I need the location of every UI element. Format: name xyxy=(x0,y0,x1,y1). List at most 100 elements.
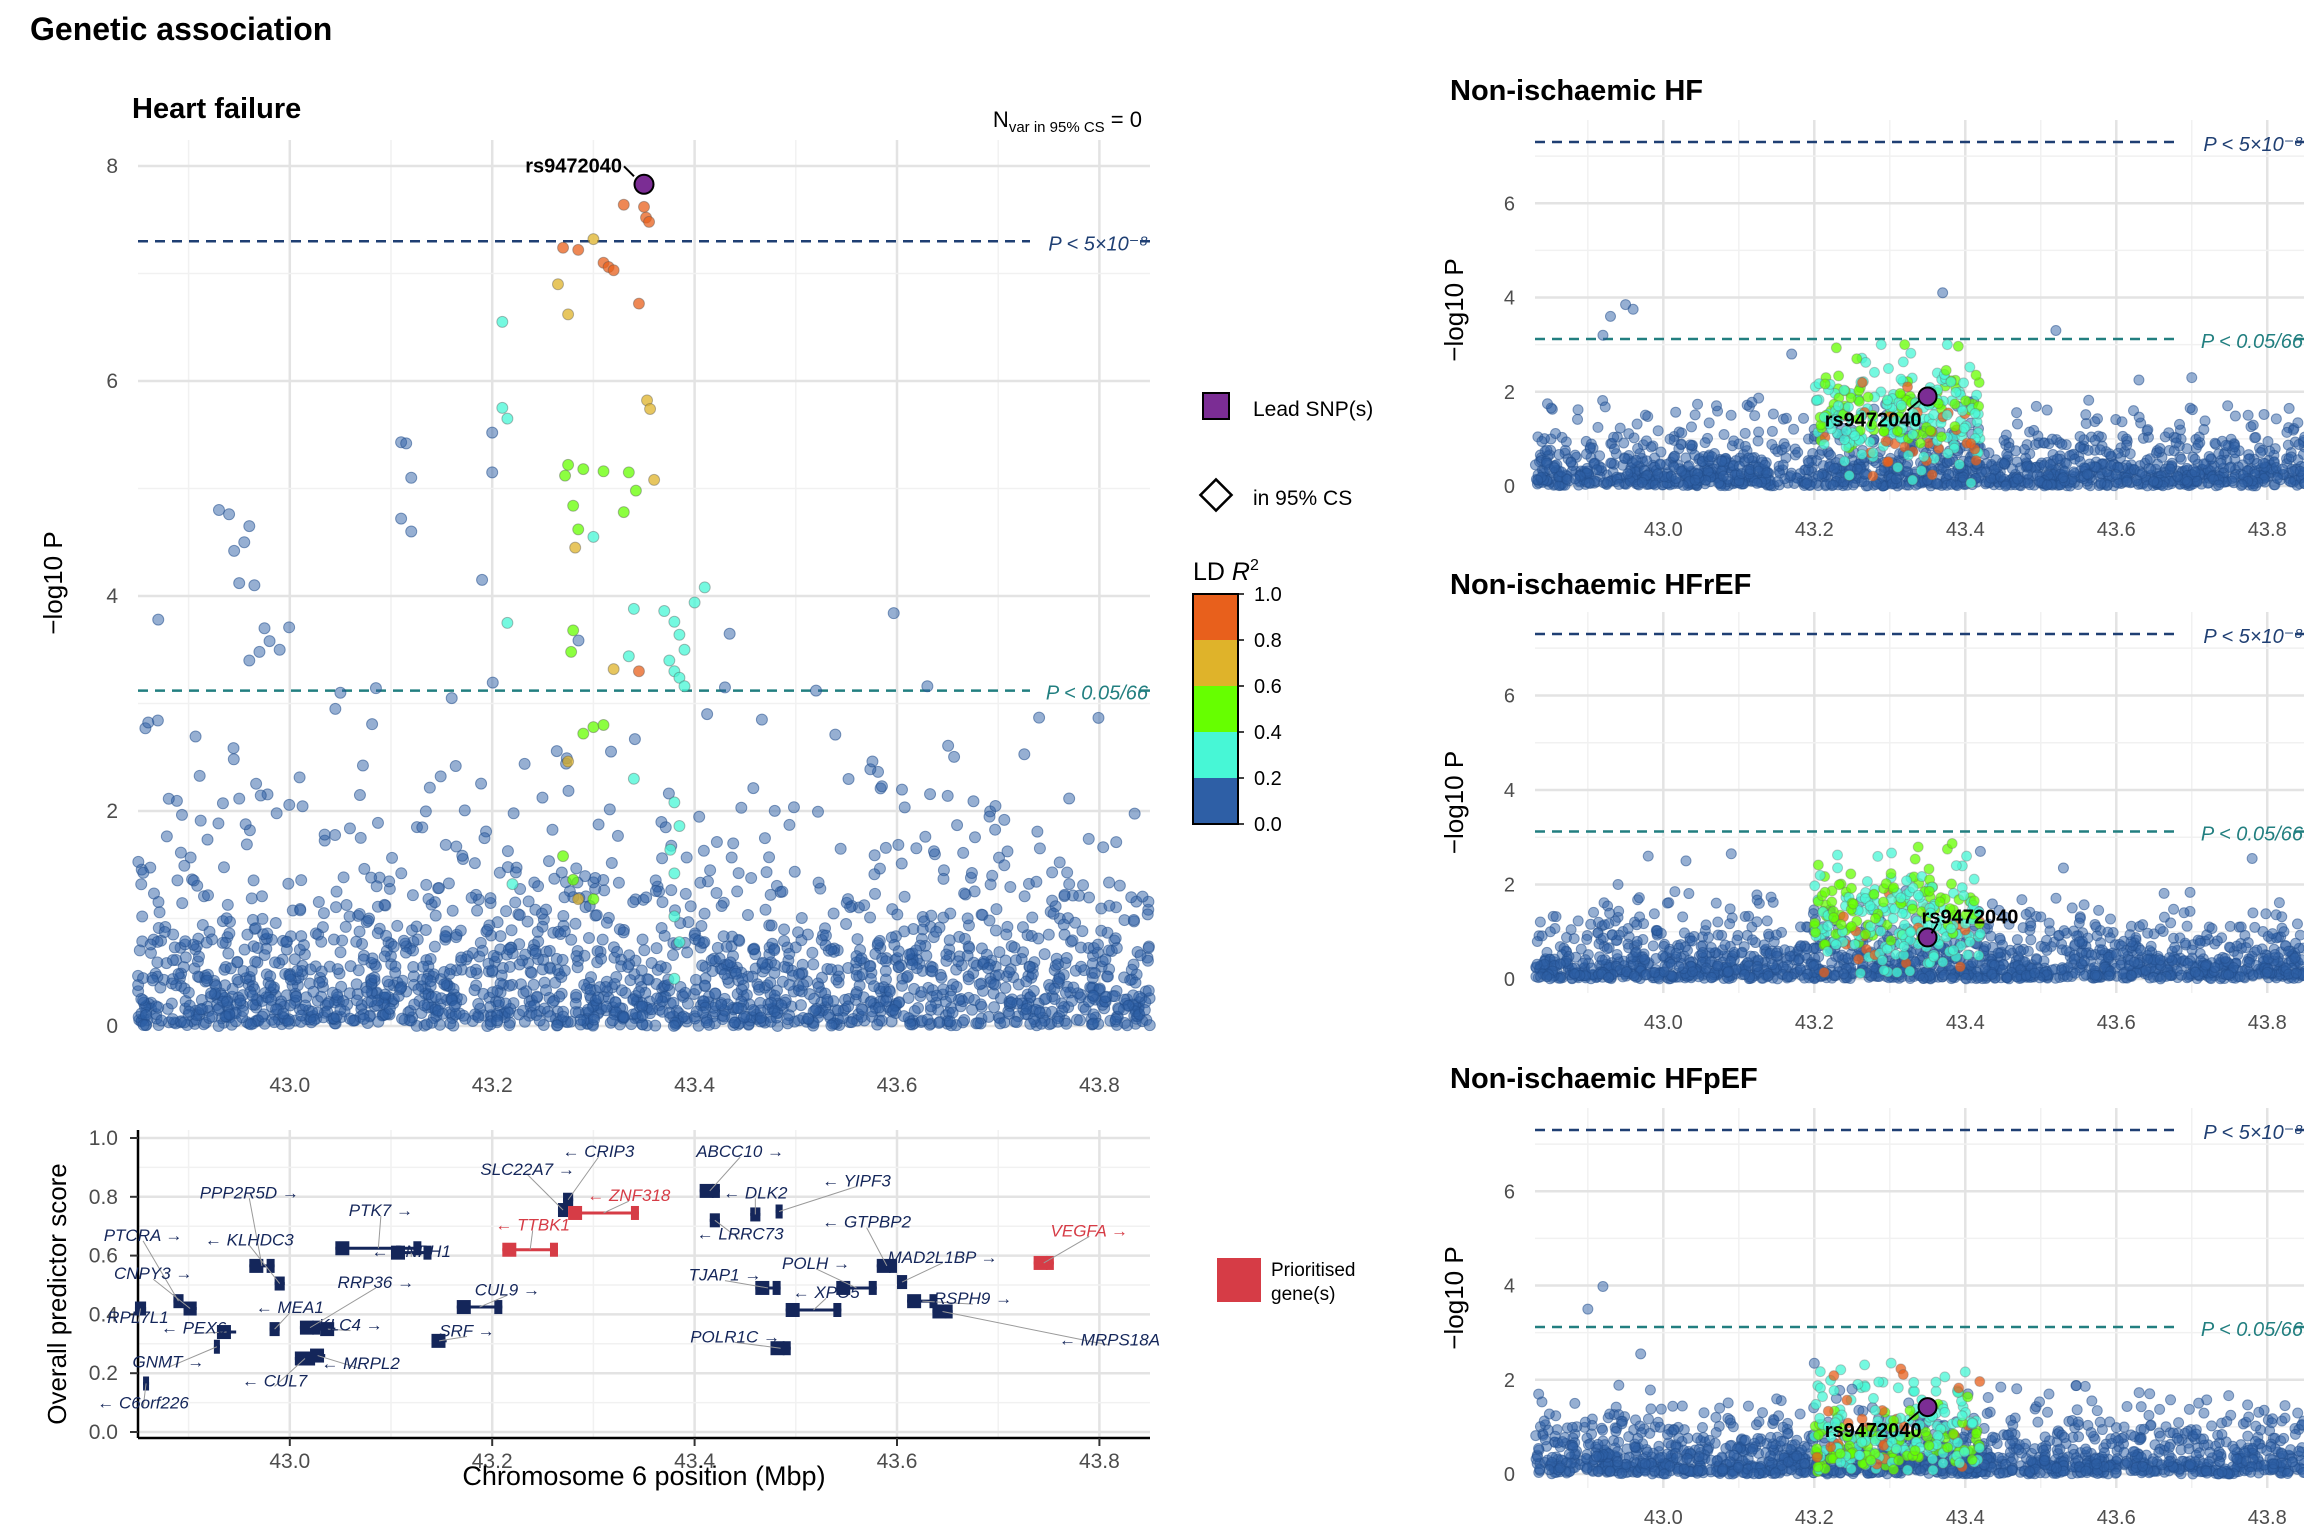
snp-point xyxy=(595,952,608,965)
snp-point xyxy=(536,963,549,976)
snp-point xyxy=(710,836,723,849)
snp-point xyxy=(517,1004,530,1017)
snp-point xyxy=(2285,476,2297,488)
snp-point xyxy=(1581,933,1593,945)
snp-point xyxy=(383,1002,396,1015)
snp-point xyxy=(312,928,325,941)
snp-point xyxy=(2247,419,2259,431)
snp-point-ld xyxy=(1935,431,1947,443)
snp-point xyxy=(2292,417,2304,429)
snp-point xyxy=(183,1005,196,1018)
snp-point xyxy=(1127,914,1140,927)
snp-point xyxy=(1109,932,1122,945)
snp-point xyxy=(1652,468,1664,480)
snp-point xyxy=(168,941,181,954)
snp-point xyxy=(254,789,267,802)
snp-point xyxy=(1602,476,1614,488)
snp-point xyxy=(765,919,778,932)
snp-point xyxy=(961,912,974,925)
snp-point xyxy=(505,924,518,937)
snp-point-ld xyxy=(569,541,582,554)
snp-point xyxy=(1031,825,1044,838)
snp-point xyxy=(471,904,484,917)
threshold-label: P < 0.05/66 xyxy=(2201,331,2304,353)
snp-point-ld xyxy=(698,581,711,594)
snp-point xyxy=(829,728,842,741)
snp-point xyxy=(158,926,171,939)
snp-point xyxy=(1572,404,1584,416)
snp-point xyxy=(556,953,569,966)
snp-point xyxy=(2030,400,2042,412)
snp-point xyxy=(294,904,307,917)
snp-point xyxy=(353,925,366,938)
snp-point xyxy=(1087,990,1100,1003)
snp-point xyxy=(233,792,246,805)
snp-point-ld xyxy=(567,499,580,512)
snp-point-ld xyxy=(557,850,570,863)
lead-snp-label: rs9472040 xyxy=(1825,409,1922,431)
snp-point xyxy=(417,960,430,973)
snp-point xyxy=(1710,897,1722,909)
snp-point xyxy=(231,973,244,986)
snp-point xyxy=(982,1010,995,1023)
snp-point xyxy=(423,781,436,794)
y-tick-label: 6 xyxy=(1504,685,1515,707)
snp-point xyxy=(239,818,252,831)
snp-point xyxy=(1669,450,1681,462)
snp-point xyxy=(592,991,605,1004)
snp-point xyxy=(481,923,494,936)
snp-point xyxy=(450,840,463,853)
snp-point xyxy=(588,1013,601,1026)
snp-point xyxy=(137,866,150,879)
snp-point xyxy=(570,950,583,963)
snp-point xyxy=(898,890,911,903)
snp-point xyxy=(216,797,229,810)
snp-point xyxy=(806,946,819,959)
snp-point xyxy=(2189,453,2201,465)
snp-point-ld xyxy=(668,972,681,985)
snp-point xyxy=(245,892,258,905)
snp-point xyxy=(531,925,544,938)
snp-point xyxy=(932,1016,945,1029)
snp-point xyxy=(544,1010,557,1023)
snp-point xyxy=(1133,990,1146,1003)
snp-point xyxy=(1594,450,1606,462)
snp-point xyxy=(2257,457,2269,469)
snp-point xyxy=(142,716,155,729)
snp-point xyxy=(636,1009,649,1022)
snp-point xyxy=(967,795,980,808)
snp-point xyxy=(243,654,256,667)
snp-point xyxy=(2012,473,2024,485)
snp-point xyxy=(807,958,820,971)
snp-point xyxy=(2186,372,2198,384)
snp-point xyxy=(867,980,880,993)
snp-point-ld xyxy=(617,198,630,211)
snp-point xyxy=(442,877,455,890)
snp-point xyxy=(989,978,1002,991)
snp-point xyxy=(439,838,452,851)
snp-point xyxy=(519,948,532,961)
snp-point xyxy=(251,956,264,969)
snp-point xyxy=(711,941,724,954)
snp-point xyxy=(135,878,148,891)
snp-point-ld xyxy=(562,458,575,471)
x-tick-label: 43.2 xyxy=(1795,519,1834,541)
snp-point-ld xyxy=(1965,438,1977,450)
snp-point xyxy=(558,964,571,977)
snp-point xyxy=(611,829,624,842)
snp-point xyxy=(988,1001,1001,1014)
snp-point-ld xyxy=(1843,470,1855,482)
snp-point-ld xyxy=(496,401,509,414)
snp-point xyxy=(2222,400,2234,412)
snp-point xyxy=(1683,460,1695,472)
snp-point-ld xyxy=(1833,370,1845,382)
snp-point xyxy=(371,816,384,829)
snp-point xyxy=(983,810,996,823)
snp-point xyxy=(590,909,603,922)
snp-point xyxy=(565,933,578,946)
snp-point xyxy=(1724,903,1736,915)
snp-point xyxy=(746,970,759,983)
snp-point xyxy=(176,897,189,910)
snp-point xyxy=(656,896,669,909)
snp-point-ld xyxy=(572,523,585,536)
